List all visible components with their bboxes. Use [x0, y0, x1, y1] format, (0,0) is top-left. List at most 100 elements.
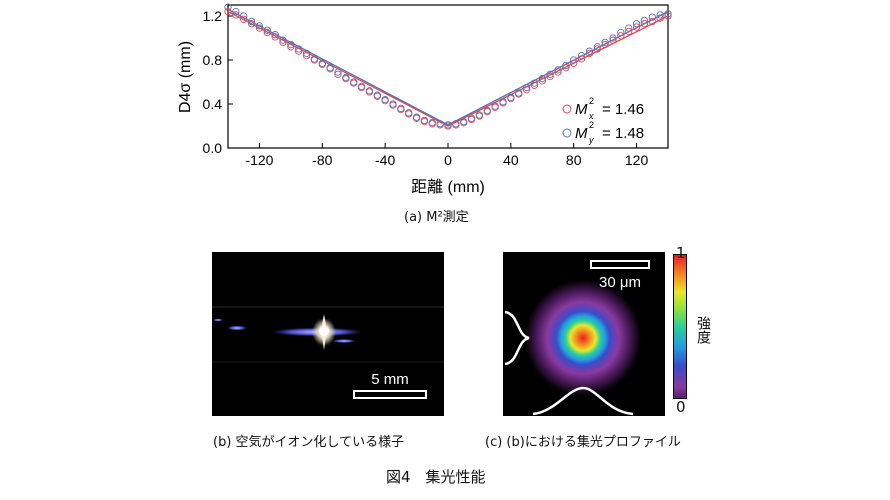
- scale-bar-c: [590, 260, 650, 269]
- data-point-x: [546, 72, 554, 81]
- data-point-y: [428, 119, 436, 127]
- data-point-x: [664, 12, 672, 20]
- data-point-y: [585, 47, 594, 55]
- data-point-y: [648, 13, 656, 21]
- data-point-y: [326, 64, 334, 72]
- data-point-x: [224, 7, 232, 16]
- data-point-x: [287, 43, 295, 51]
- data-point-y: [373, 91, 381, 99]
- legend-value-x: = 1.46: [602, 101, 644, 118]
- data-point-x: [640, 20, 649, 28]
- x-axis-label: 距離 (mm): [411, 178, 485, 196]
- data-point-y: [632, 20, 641, 28]
- data-point-y: [640, 16, 649, 25]
- x-tick-label: 120: [625, 152, 649, 168]
- colorbar-title: 強度: [695, 316, 711, 344]
- data-point-y: [271, 31, 279, 39]
- data-point-x: [538, 77, 546, 85]
- data-point-y: [467, 114, 476, 122]
- data-point-y: [538, 75, 546, 83]
- x-tick-label: 40: [503, 152, 519, 168]
- data-point-x: [302, 51, 311, 60]
- data-point-y: [224, 3, 232, 11]
- data-point-y: [357, 82, 366, 91]
- ionization-image: 5 mm: [212, 306, 444, 399]
- data-point-x: [648, 17, 656, 26]
- data-point-y: [310, 55, 319, 63]
- data-point-y: [389, 100, 397, 108]
- legend-symbol-x: M: [575, 101, 588, 118]
- legend-value-y: = 1.48: [602, 125, 644, 142]
- data-point-y: [397, 104, 405, 113]
- data-point-y: [460, 117, 468, 126]
- data-point-y: [412, 113, 421, 121]
- data-point-x: [570, 59, 578, 67]
- caption-a: (a) M²測定: [404, 210, 469, 225]
- data-point-x: [625, 27, 633, 36]
- data-point-y: [491, 102, 499, 110]
- ionization-photo: 5 mm: [212, 252, 444, 416]
- x-tick-label: -120: [245, 152, 273, 168]
- scale-label-b: 5 mm: [371, 371, 409, 388]
- data-point-y: [475, 111, 484, 119]
- x-tick-label: 0: [444, 152, 452, 168]
- data-point-x: [334, 70, 342, 78]
- colorbar-min-label: 0: [676, 398, 686, 416]
- data-point-x: [562, 64, 570, 72]
- data-point-x: [530, 81, 539, 89]
- focal-profile-image: 30 μm: [503, 252, 665, 416]
- data-point-y: [381, 95, 389, 104]
- data-point-y: [302, 49, 311, 58]
- data-point-y: [247, 17, 256, 26]
- legend-marker-y: [562, 128, 572, 138]
- data-point-x: [617, 32, 625, 40]
- legend-symbol-y: M: [575, 125, 588, 142]
- data-point-y: [436, 120, 444, 128]
- x-tick-label: -40: [375, 152, 395, 168]
- focal-spot-heatmap: 30 μm: [504, 260, 650, 416]
- data-point-x: [232, 11, 240, 19]
- data-point-y: [287, 40, 295, 49]
- data-point-x: [271, 33, 279, 41]
- data-point-y: [255, 22, 264, 30]
- legend-sup-y: 2: [589, 120, 594, 130]
- data-point-x: [554, 68, 562, 76]
- scale-bar-b: [353, 390, 427, 399]
- data-point-y: [350, 78, 358, 86]
- data-point-y: [664, 10, 672, 18]
- data-point-x: [656, 14, 664, 22]
- data-points: [224, 3, 672, 130]
- data-point-y: [318, 59, 326, 67]
- data-point-y: [522, 83, 531, 92]
- data-point-x: [240, 15, 248, 23]
- data-point-y: [546, 70, 554, 78]
- data-point-y: [593, 43, 601, 51]
- y-tick-label: 0.0: [203, 140, 223, 156]
- data-point-y: [452, 120, 460, 128]
- data-point-y: [263, 26, 271, 34]
- data-point-y: [554, 66, 562, 74]
- x-tick-label: -80: [312, 152, 332, 168]
- data-point-x: [247, 20, 256, 28]
- legend: M 2 x = 1.46 M 2 y = 1.48: [562, 96, 644, 145]
- colorbar: [673, 254, 687, 399]
- legend-sup-x: 2: [589, 96, 594, 106]
- data-point-y: [365, 87, 374, 95]
- data-point-y: [515, 89, 523, 97]
- scale-label-c: 30 μm: [599, 274, 641, 291]
- figure-caption: 図4 集光性能: [386, 468, 486, 486]
- data-point-y: [656, 11, 664, 19]
- data-point-y: [240, 12, 248, 20]
- y-tick-label: 0.4: [203, 96, 223, 112]
- data-point-x: [577, 55, 586, 63]
- data-point-y: [444, 121, 452, 129]
- data-point-x: [601, 40, 609, 49]
- data-point-y: [562, 61, 570, 70]
- data-point-y: [334, 68, 342, 76]
- data-point-y: [499, 98, 507, 106]
- legend-marker-x: [562, 104, 572, 114]
- data-point-y: [405, 109, 413, 117]
- data-point-y: [577, 51, 586, 60]
- legend-sub-y: y: [588, 135, 594, 145]
